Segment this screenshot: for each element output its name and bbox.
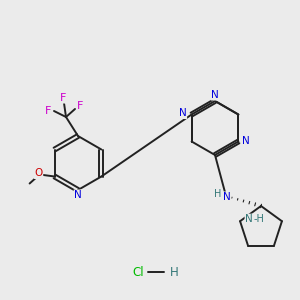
Text: H: H [170, 266, 179, 278]
Text: H: H [214, 189, 222, 199]
Text: N: N [223, 192, 231, 202]
Text: F: F [77, 101, 83, 111]
Text: Cl: Cl [132, 266, 144, 278]
Text: N: N [245, 214, 253, 224]
Text: F: F [60, 93, 66, 103]
Text: N: N [179, 109, 187, 118]
Text: N: N [74, 190, 82, 200]
Text: -H: -H [253, 214, 264, 224]
Text: N: N [211, 90, 219, 100]
Text: O: O [34, 169, 43, 178]
Text: F: F [45, 106, 51, 116]
Text: N: N [242, 136, 249, 146]
